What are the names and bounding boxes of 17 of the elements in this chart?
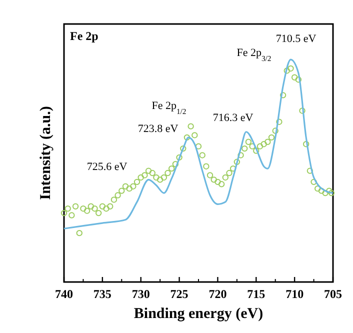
y-axis-title: Intensity (a.u.) bbox=[38, 106, 54, 200]
annotation: 723.8 eV bbox=[138, 123, 178, 135]
annotation: 725.6 eV bbox=[86, 161, 128, 173]
x-tick-label: 705 bbox=[324, 287, 342, 301]
x-tick-label: 720 bbox=[208, 287, 227, 301]
annotation: 716.3 eV bbox=[212, 112, 254, 124]
x-tick-label: 730 bbox=[132, 287, 150, 301]
x-tick-label: 735 bbox=[93, 287, 112, 301]
annotation: Fe 2p$_{1/2}$ bbox=[152, 100, 186, 116]
chart-title: Fe 2p bbox=[70, 29, 99, 43]
x-tick-label: 710 bbox=[286, 287, 304, 301]
x-tick-label: 740 bbox=[55, 287, 73, 301]
x-tick-label: 715 bbox=[247, 287, 266, 301]
text: 710.5 eV bbox=[276, 33, 316, 45]
x-tick-label: 725 bbox=[170, 287, 188, 301]
annotation: Fe 2p$_{3/2}$ bbox=[236, 47, 272, 62]
x-axis-title: Binding energy (eV) bbox=[134, 306, 264, 322]
